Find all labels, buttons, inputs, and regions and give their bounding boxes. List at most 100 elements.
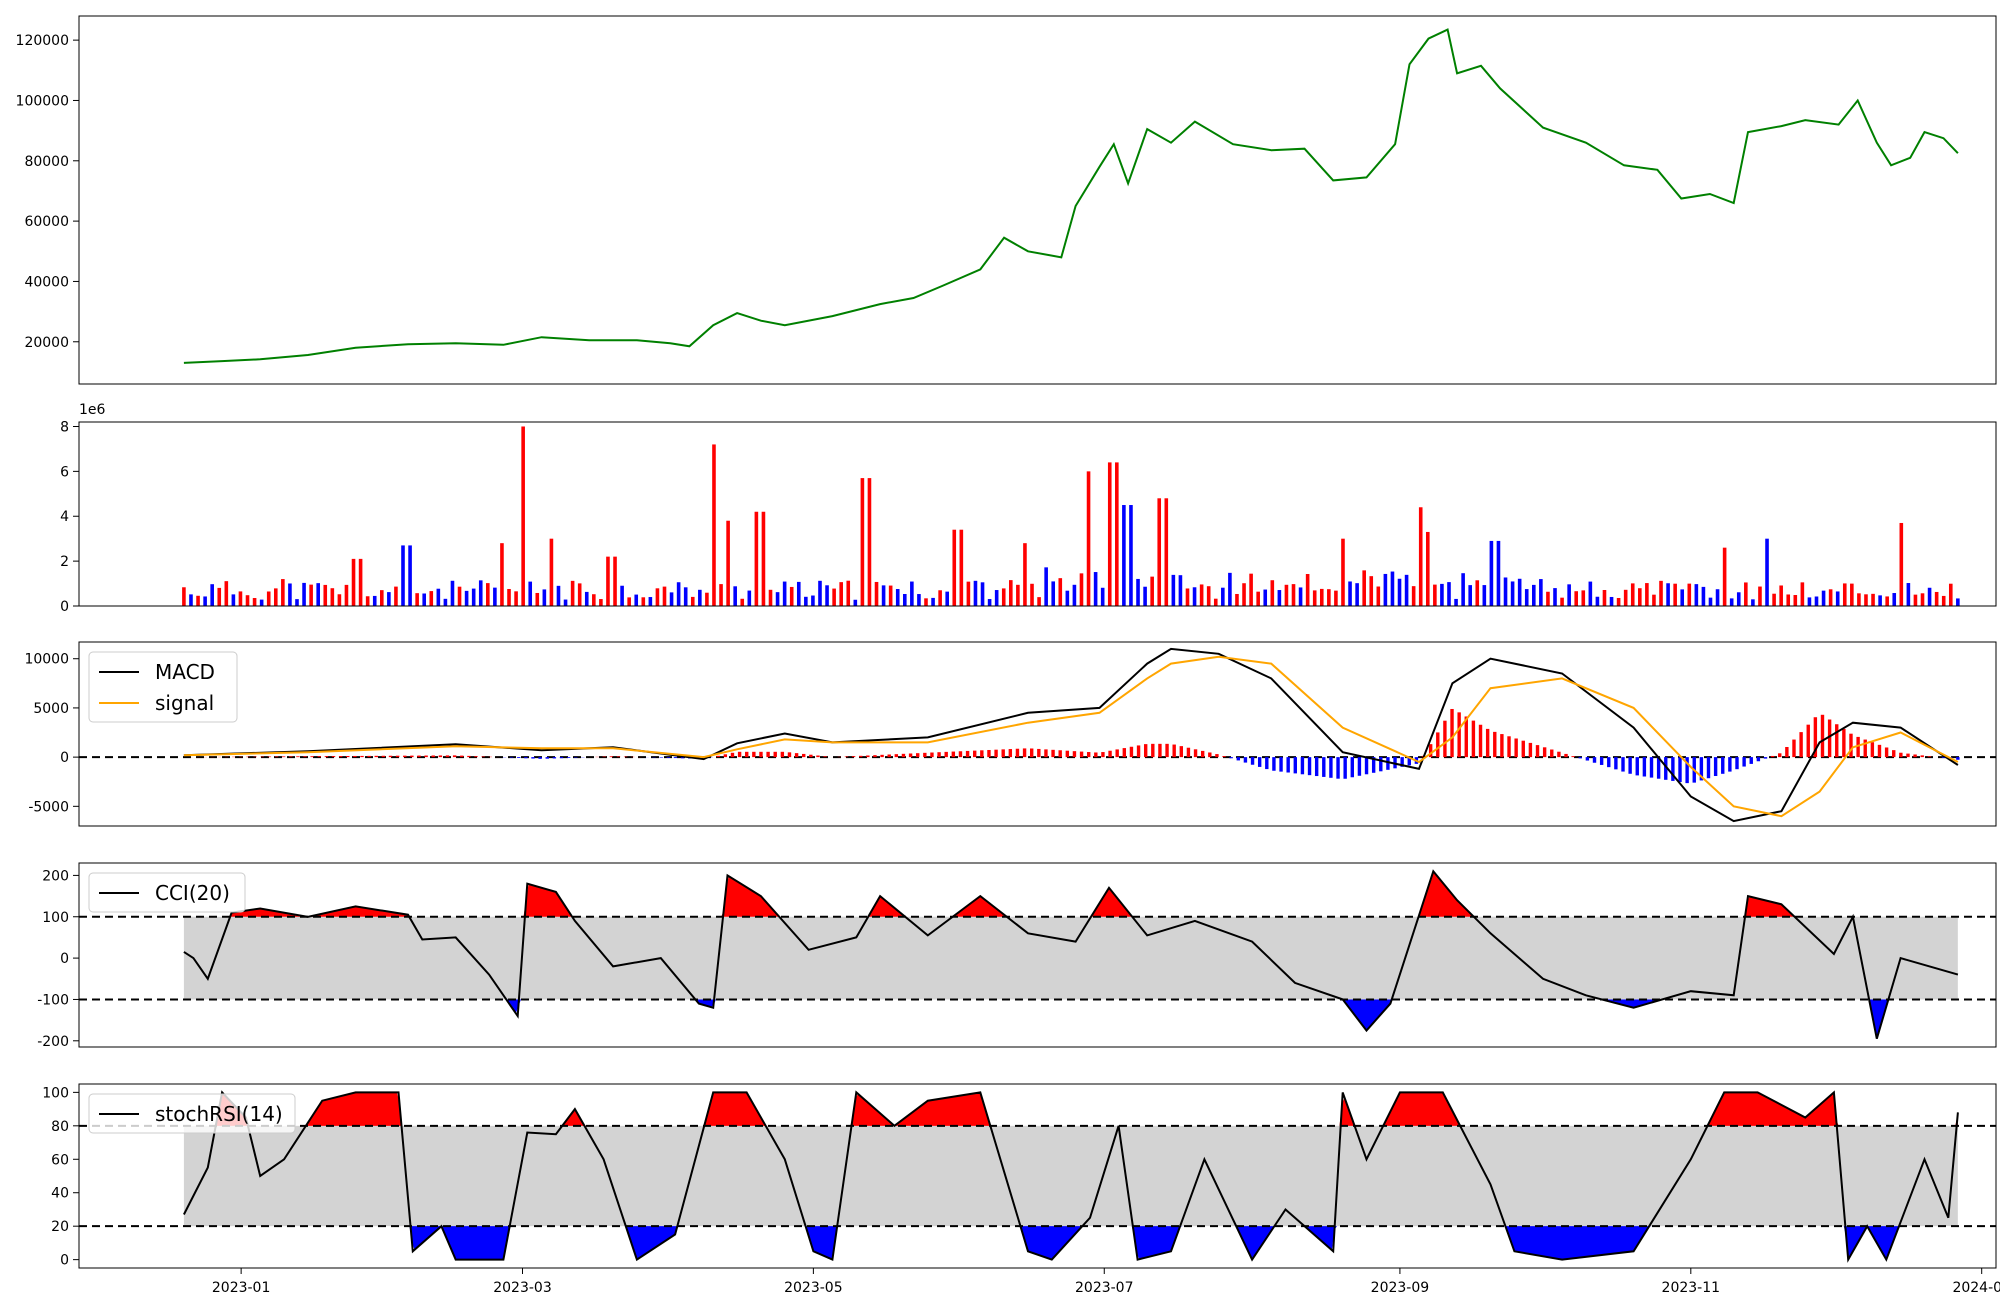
histogram-bar [1664, 757, 1668, 780]
volume-bar [1623, 589, 1628, 606]
histogram-bar [317, 756, 321, 758]
histogram-bar [1550, 749, 1554, 758]
volume-bar [1744, 582, 1748, 606]
volume-bar [401, 545, 405, 606]
volume-bar [1786, 594, 1791, 606]
histogram-bar [1322, 757, 1326, 777]
volume-bar [1489, 540, 1494, 606]
volume-bar [1355, 583, 1359, 606]
volume-bar [1228, 572, 1232, 606]
volume-bar [627, 597, 631, 606]
histogram-bar [1158, 743, 1162, 758]
volume-bar [1779, 585, 1783, 606]
legend: MACD signal [88, 651, 238, 723]
histogram-bar [965, 750, 970, 758]
volume-bar [1178, 575, 1183, 606]
volume-bar [210, 584, 214, 606]
histogram-bar [1671, 757, 1675, 781]
histogram-bar [260, 756, 264, 758]
y-axis-multiplier: 1e6 [79, 402, 106, 418]
histogram-bar [1272, 757, 1276, 771]
histogram-bar [517, 757, 521, 758]
volume-bar [1807, 597, 1812, 606]
volume-bar [1581, 590, 1586, 606]
histogram-bar [1136, 745, 1141, 758]
histogram-bar [859, 755, 863, 758]
volume-bar [1086, 471, 1091, 606]
volume-bar [330, 588, 335, 606]
histogram-bar [1713, 757, 1718, 777]
histogram-bar [1528, 742, 1533, 758]
volume-bar [938, 590, 942, 606]
volume-bar [1058, 578, 1063, 606]
volume-bar [471, 588, 476, 606]
volume-bar [1468, 585, 1472, 606]
volume-bar [705, 592, 709, 606]
histogram-bar [1913, 754, 1917, 758]
histogram-bar [1300, 757, 1305, 775]
volume-bar [486, 583, 490, 606]
histogram-bar [1642, 757, 1647, 777]
volume-bar [1171, 574, 1176, 606]
histogram-bar [1343, 757, 1347, 779]
volume-bar [1001, 588, 1006, 606]
volume-bar [1136, 578, 1140, 606]
histogram-bar [1749, 757, 1753, 764]
histogram-bar [766, 751, 770, 758]
histogram-bar [1250, 757, 1255, 765]
histogram-bar [1892, 750, 1896, 758]
histogram-bar [1742, 757, 1746, 767]
volume-bar [917, 594, 921, 606]
shared-x-axis: 2023-01 2023-03 2023-05 2023-07 2023-09 2023-… [212, 1268, 2000, 1296]
volume-bar [1284, 584, 1289, 606]
volume-bar [634, 594, 639, 606]
volume-bar [832, 588, 836, 606]
histogram-bar [1827, 719, 1832, 758]
histogram-bar [1101, 752, 1105, 758]
volume-bar [1758, 586, 1762, 606]
histogram-bar [1614, 757, 1618, 770]
histogram-bar [930, 752, 934, 758]
histogram-bar [281, 756, 286, 758]
histogram-bar [780, 751, 785, 758]
histogram-bar [367, 755, 371, 758]
volume-bar [1362, 570, 1366, 606]
histogram-bar [1357, 757, 1362, 776]
neutral-band [183, 1125, 1958, 1227]
panel-stochrsi: 0 20 40 60 80 100 stochRSI(14) [42, 1083, 1997, 1269]
volume-bar [514, 591, 518, 606]
volume-bar [740, 598, 745, 606]
volume-bar [1496, 540, 1501, 606]
volume-bar [825, 585, 829, 606]
volume-bar [1213, 598, 1218, 606]
histogram-bar [1564, 753, 1568, 758]
volume-bar [415, 593, 419, 606]
histogram-bar [951, 751, 956, 758]
volume-bar [1079, 573, 1084, 606]
histogram-bar [552, 757, 557, 759]
histogram-bar [616, 756, 621, 758]
histogram-bar [1678, 757, 1682, 783]
histogram-bar [410, 755, 414, 758]
volume-bar [556, 585, 561, 606]
histogram-bar [1899, 752, 1903, 758]
histogram-bar [1849, 733, 1853, 758]
panel-price: 20000 40000 60000 80000 100000 120000 [16, 15, 1997, 385]
plot-area-stochrsi [79, 1090, 1996, 1263]
volume-bar [521, 426, 525, 606]
x-tick-label: 2023-01 [212, 1280, 271, 1296]
histogram-bar [1884, 747, 1889, 758]
volume-bar [1037, 597, 1041, 606]
y-tick-label: 100 [42, 910, 69, 926]
histogram-bar [1044, 749, 1048, 758]
histogram-bar [1870, 742, 1875, 758]
volume-bar [1694, 584, 1699, 606]
volume-bar [1270, 580, 1275, 606]
histogram-bar [894, 754, 899, 758]
histogram-bar [1485, 728, 1490, 758]
volume-bar [450, 580, 455, 606]
histogram-bar [1001, 749, 1005, 758]
histogram-bar [267, 756, 272, 758]
volume-bar [1503, 577, 1508, 606]
volume-bar [881, 585, 886, 606]
